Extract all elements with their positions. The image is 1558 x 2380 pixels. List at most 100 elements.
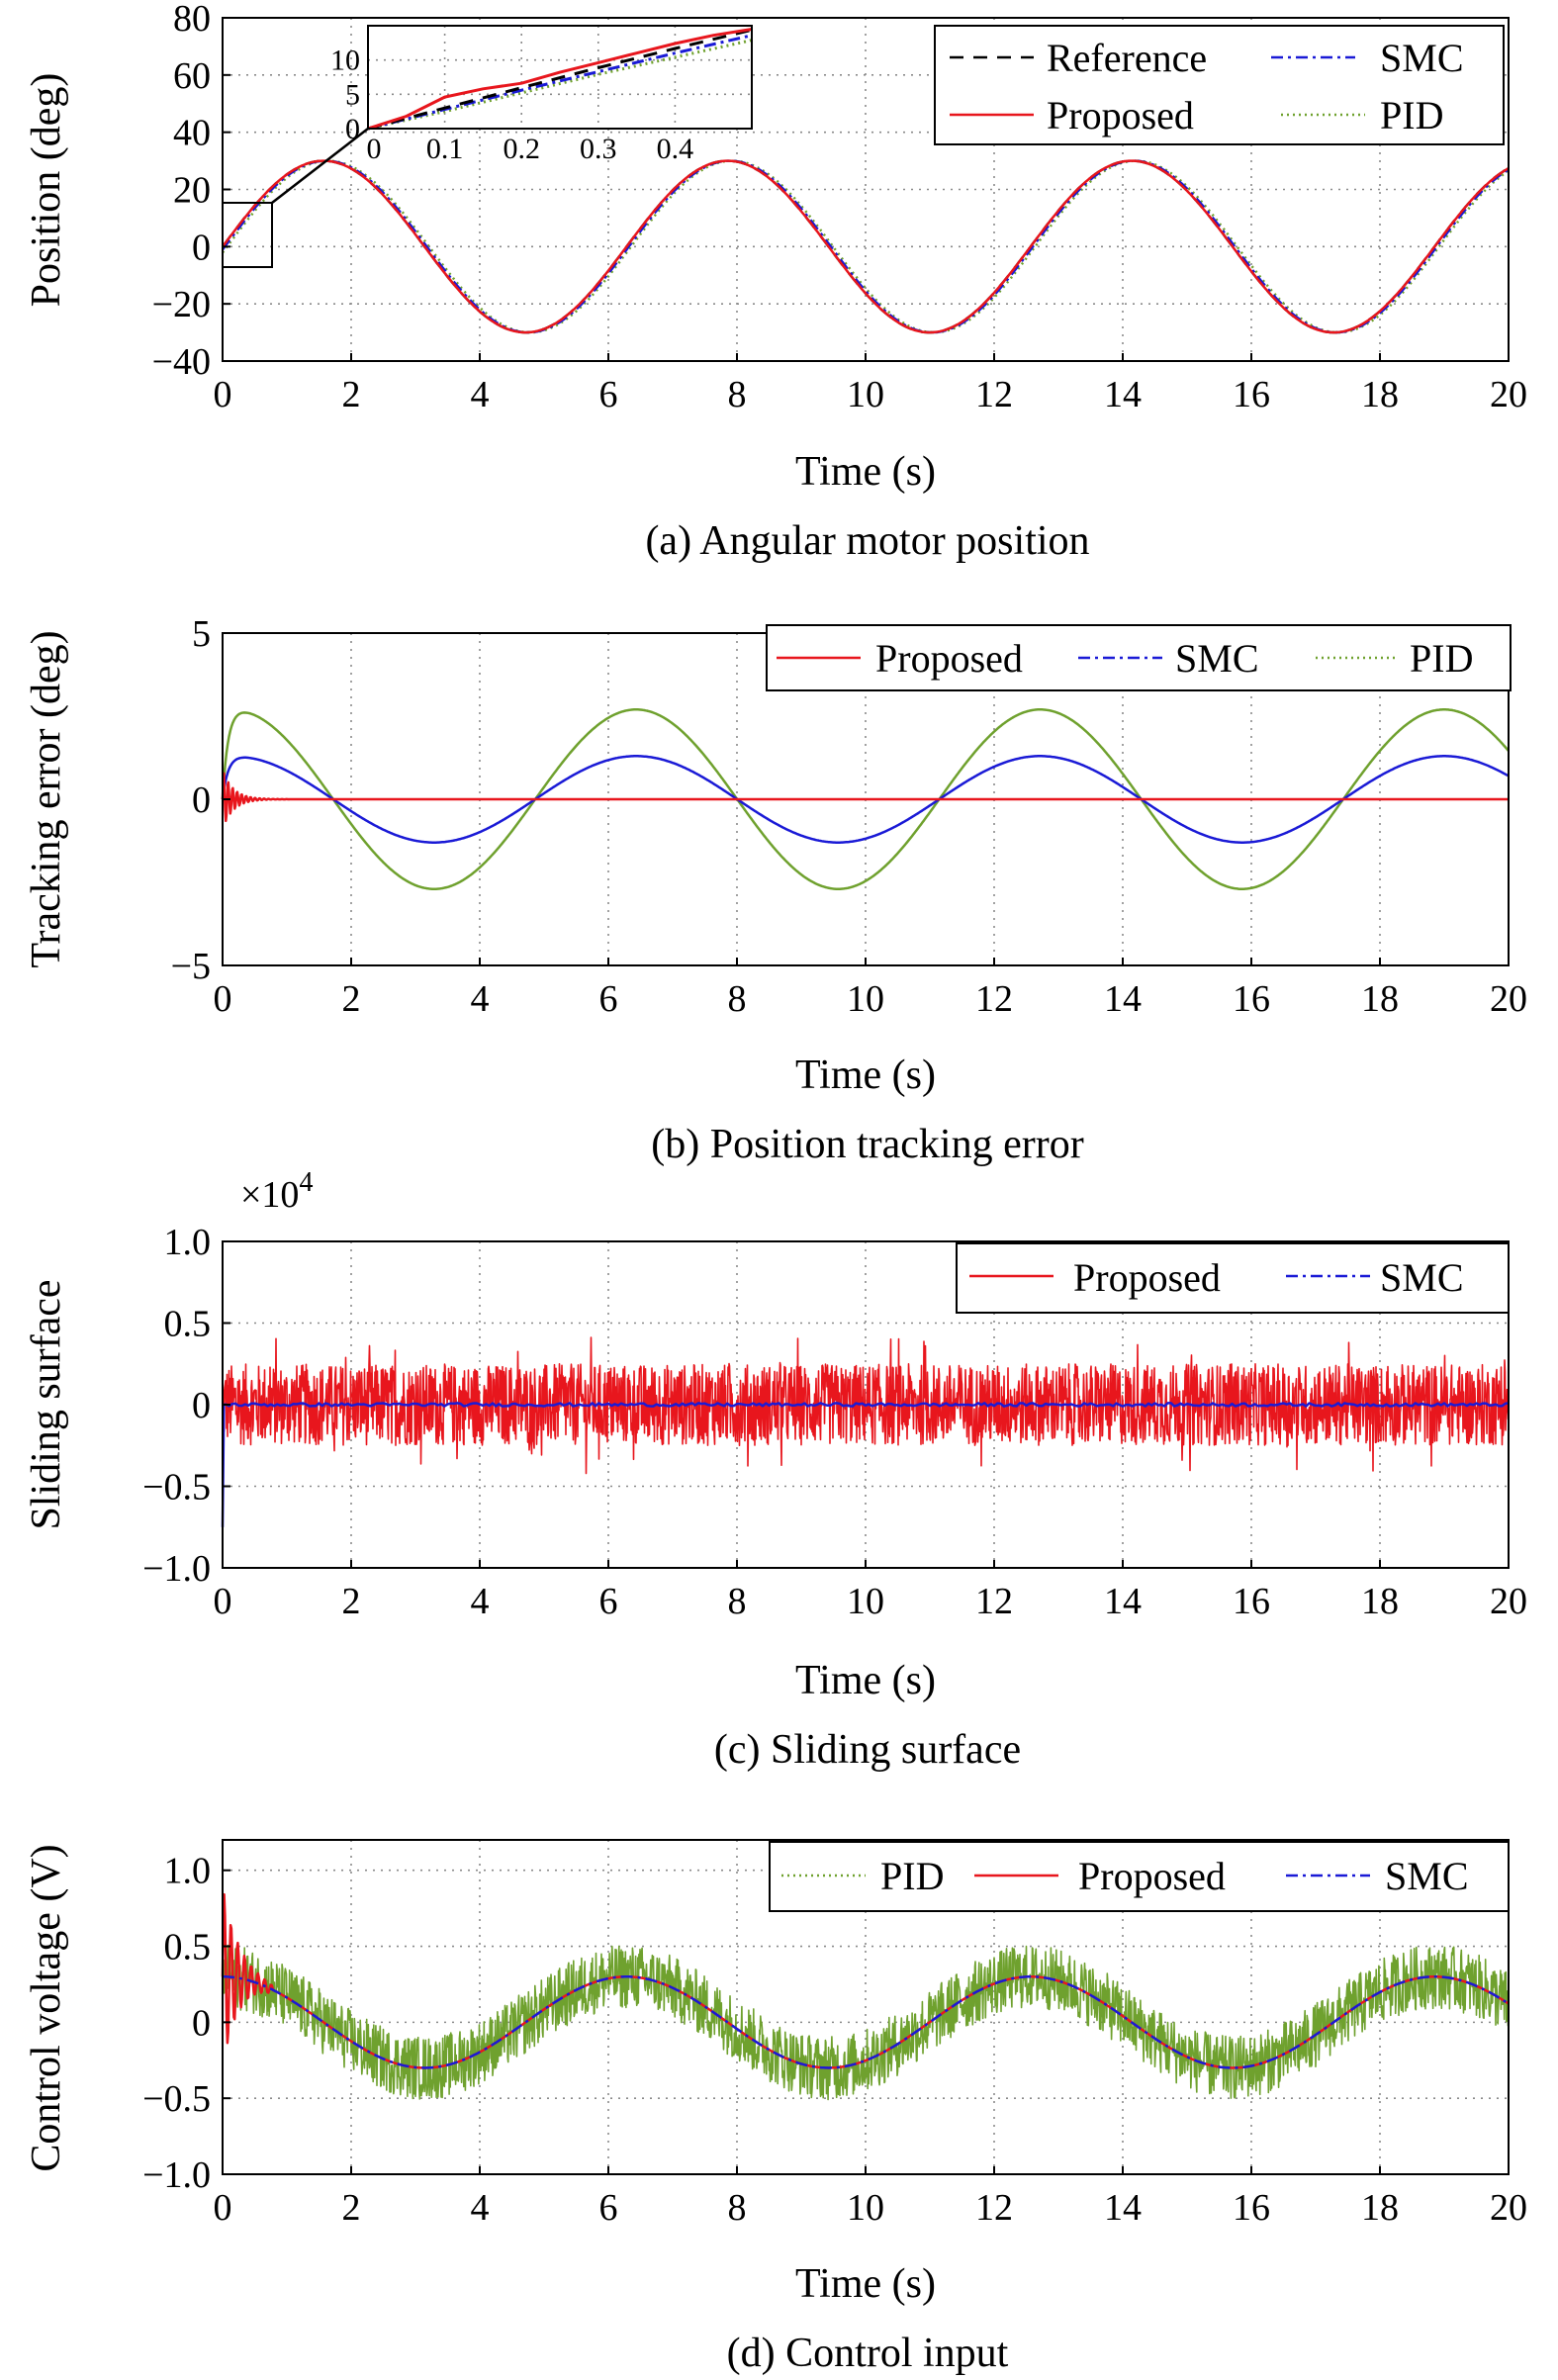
y-ticks-c: −1.0 −0.5 0 0.5 1.0 bbox=[142, 1222, 230, 1590]
x-tick-label: 12 bbox=[975, 374, 1013, 415]
panel-c: 0 2 4 6 8 10 12 14 16 18 20 −1.0 −0.5 0 0.5 1.0 ×104 T… bbox=[24, 1167, 1527, 1773]
x-tick-label: 18 bbox=[1361, 978, 1399, 1020]
x-ticks-a: 0 2 4 6 8 10 12 14 16 18 20 bbox=[214, 353, 1527, 415]
y-tick-label: −40 bbox=[152, 341, 211, 383]
x-axis-label-c: Time (s) bbox=[795, 1658, 936, 1703]
inset-proposed-line bbox=[367, 28, 753, 131]
x-tick-label: 14 bbox=[1104, 2187, 1142, 2229]
x-tick-label: 20 bbox=[1490, 1581, 1527, 1622]
series-pid-line bbox=[222, 1944, 1510, 2101]
y-axis-label-d: Control voltage (V) bbox=[24, 1844, 69, 2171]
y-tick-label: −1.0 bbox=[142, 2154, 211, 2196]
y-tick-label: 0.5 bbox=[164, 1304, 212, 1345]
y-tick-label: −20 bbox=[152, 284, 211, 325]
x-tick-label: 4 bbox=[471, 2187, 490, 2229]
x-tick-label: 0 bbox=[214, 374, 232, 415]
x-tick-label: 8 bbox=[728, 2187, 747, 2229]
series-smc-line bbox=[221, 1402, 1510, 1527]
x-tick-label: 6 bbox=[599, 1581, 618, 1622]
caption-a: (a) Angular motor position bbox=[645, 518, 1089, 564]
y-tick-label: −0.5 bbox=[142, 2078, 211, 2120]
legend-label-pid: PID bbox=[1380, 93, 1443, 137]
x-ticks-d: 0 2 4 6 8 10 12 14 16 18 20 bbox=[214, 2166, 1527, 2229]
x-tick-label: 12 bbox=[975, 2187, 1013, 2229]
x-tick-label: 2 bbox=[342, 1581, 361, 1622]
legend-label-smc-d: SMC bbox=[1385, 1854, 1469, 1898]
legend-label-pid-d: PID bbox=[880, 1854, 944, 1898]
y-tick-label: 0.5 bbox=[164, 1927, 212, 1968]
x-tick-label: 20 bbox=[1490, 978, 1527, 1020]
zoom-box bbox=[222, 202, 273, 268]
legend-b: Proposed SMC PID bbox=[766, 624, 1512, 691]
caption-d: (d) Control input bbox=[727, 2331, 1009, 2376]
y-ticks-b: −5 0 5 bbox=[171, 613, 230, 987]
legend-label-proposed-b: Proposed bbox=[875, 636, 1023, 681]
y-ticks-d: −1.0 −0.5 0 0.5 1.0 bbox=[142, 1851, 230, 2196]
y-tick-label: 0 bbox=[192, 2002, 211, 2044]
inset-smc-line bbox=[367, 34, 753, 131]
x-tick-label: 14 bbox=[1104, 374, 1142, 415]
legend-label-smc-c: SMC bbox=[1380, 1255, 1464, 1300]
x-tick-label: 8 bbox=[728, 374, 747, 415]
y-tick-label: 1.0 bbox=[164, 1222, 212, 1263]
x-tick-label: 6 bbox=[599, 2187, 618, 2229]
inset-x-tick-label: 0.2 bbox=[503, 133, 540, 165]
legend-label-pid-b: PID bbox=[1410, 636, 1473, 681]
series-proposed-line bbox=[222, 1336, 1510, 1475]
inset-series bbox=[367, 28, 753, 131]
y-tick-label: 5 bbox=[192, 613, 211, 655]
y-axis-label-b: Tracking error (deg) bbox=[24, 630, 69, 967]
x-tick-label: 18 bbox=[1361, 2187, 1399, 2229]
series-b bbox=[221, 708, 1510, 890]
zoom-connector bbox=[271, 128, 369, 204]
legend-box-a bbox=[934, 25, 1505, 145]
x-tick-label: 14 bbox=[1104, 1581, 1142, 1622]
inset-x-tick-label: 0.4 bbox=[657, 133, 694, 165]
x-tick-label: 10 bbox=[847, 978, 884, 1020]
x-tick-label: 2 bbox=[342, 978, 361, 1020]
legend-label-smc: SMC bbox=[1380, 36, 1464, 80]
series-proposed-line bbox=[222, 159, 1510, 334]
series-a bbox=[221, 159, 1510, 334]
inset-x-ticks: 0 0.1 0.2 0.3 0.4 bbox=[367, 133, 694, 165]
x-tick-label: 0 bbox=[214, 2187, 232, 2229]
inset-pid-line bbox=[367, 39, 753, 131]
y-axis-label-c: Sliding surface bbox=[24, 1279, 69, 1529]
series-d bbox=[221, 1892, 1510, 2101]
inset-y-tick-label: 5 bbox=[345, 78, 360, 111]
x-tick-label: 12 bbox=[975, 978, 1013, 1020]
y-tick-label: −0.5 bbox=[142, 1467, 211, 1509]
legend-label-reference: Reference bbox=[1047, 36, 1207, 80]
y-tick-label: 80 bbox=[173, 0, 211, 40]
legend-label-proposed-c: Proposed bbox=[1073, 1255, 1221, 1300]
x-tick-label: 18 bbox=[1361, 374, 1399, 415]
y-tick-label: 40 bbox=[173, 113, 211, 154]
series-smc-line bbox=[221, 755, 1510, 844]
y-tick-label: −5 bbox=[171, 946, 211, 987]
x-tick-label: 18 bbox=[1361, 1581, 1399, 1622]
x-tick-label: 6 bbox=[599, 374, 618, 415]
x-tick-label: 20 bbox=[1490, 374, 1527, 415]
x-tick-label: 4 bbox=[471, 978, 490, 1020]
x-tick-label: 2 bbox=[342, 2187, 361, 2229]
caption-b: (b) Position tracking error bbox=[651, 1122, 1083, 1167]
y-tick-label: 0 bbox=[192, 1385, 211, 1426]
x-tick-label: 8 bbox=[728, 1581, 747, 1622]
x-tick-label: 16 bbox=[1233, 2187, 1270, 2229]
inset-y-tick-label: 10 bbox=[330, 45, 360, 77]
inset-x-tick-label: 0.1 bbox=[426, 133, 464, 165]
x-tick-label: 10 bbox=[847, 1581, 884, 1622]
inset-x-tick-label: 0 bbox=[367, 133, 382, 165]
x-tick-label: 20 bbox=[1490, 2187, 1527, 2229]
series-pid-line bbox=[221, 708, 1510, 890]
inset-reference-line bbox=[367, 28, 753, 131]
x-tick-label: 16 bbox=[1233, 374, 1270, 415]
series-smc-line bbox=[223, 1975, 1510, 2069]
x-tick-label: 16 bbox=[1233, 1581, 1270, 1622]
inset-frame bbox=[367, 25, 753, 130]
panel-d: 0 2 4 6 8 10 12 14 16 18 20 −1.0 −0.5 0 0.5 1.0 Time (… bbox=[24, 1839, 1527, 2376]
x-tick-label: 10 bbox=[847, 2187, 884, 2229]
x-tick-label: 0 bbox=[214, 978, 232, 1020]
